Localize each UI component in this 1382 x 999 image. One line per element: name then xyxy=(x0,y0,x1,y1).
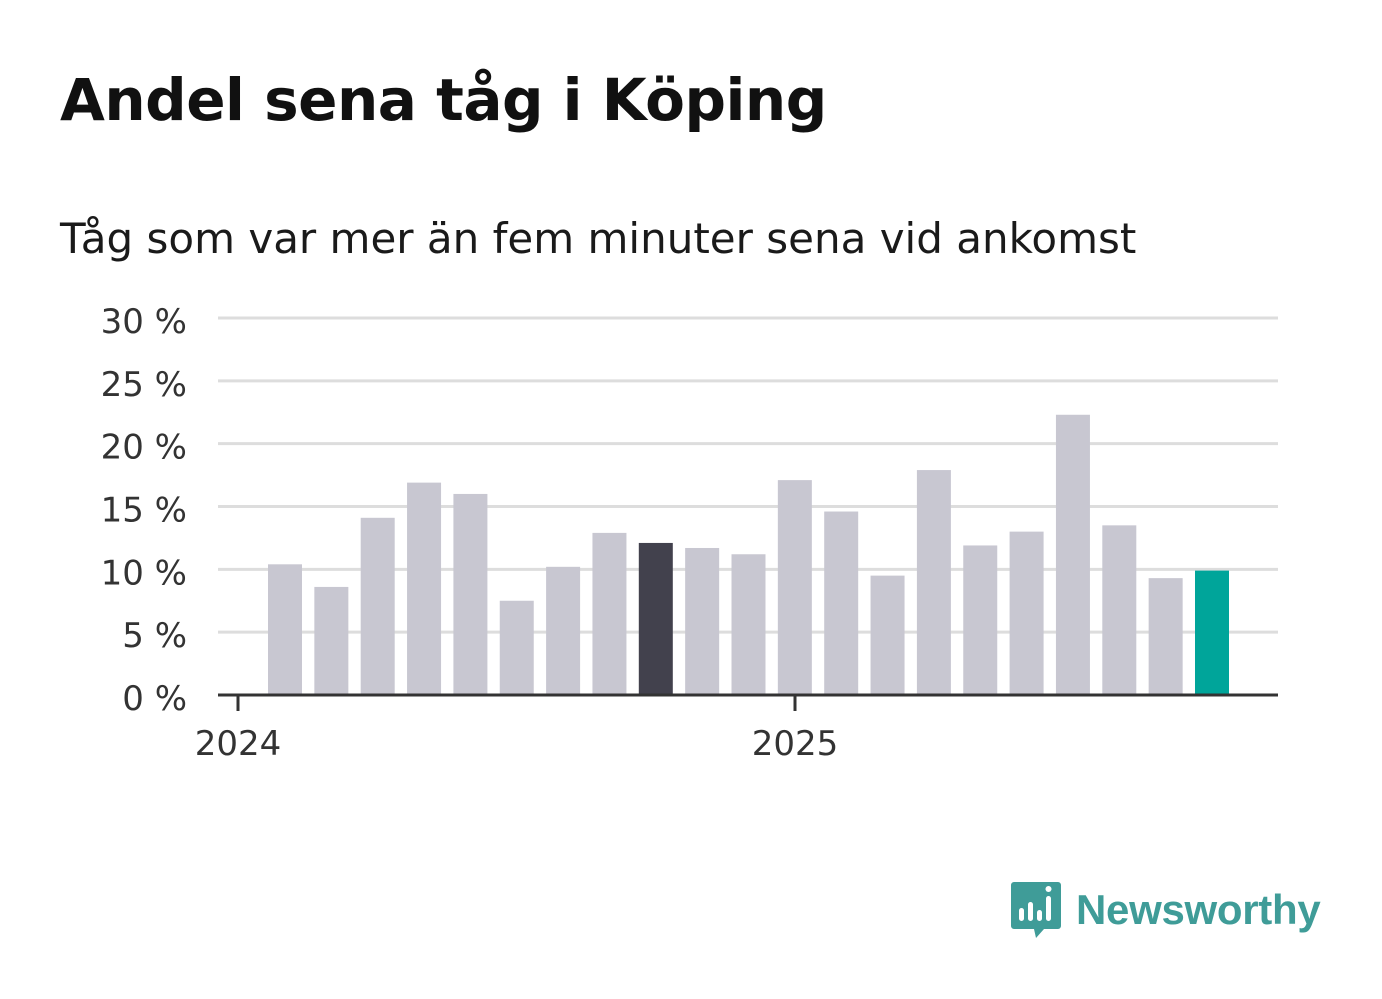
bar: 2025-02: 9.5 % xyxy=(870,575,905,695)
bar: 2025-06: 22.3 % xyxy=(1055,414,1090,695)
bar: 2024-06: 7.5 % xyxy=(499,600,534,695)
bar: 2024-08: 12.9 % xyxy=(592,532,627,695)
bar: 2024-02: 8.6 % xyxy=(314,586,349,695)
bar: 2024-11: 11.2 % xyxy=(731,554,766,695)
bar: 2025-04: 11.9 % xyxy=(963,545,998,695)
bar: 2025-09: 9.9 % xyxy=(1195,570,1229,695)
bar: 2024-03: 14.1 % xyxy=(360,517,395,695)
x-tick-label: 2024 xyxy=(195,724,282,764)
y-tick-label: 5 % xyxy=(122,616,187,656)
y-tick-label: 30 % xyxy=(101,302,187,342)
y-tick-label: 0 % xyxy=(122,679,187,719)
bar: 2024-04: 16.9 % xyxy=(407,482,442,695)
x-tick-label: 2025 xyxy=(752,724,839,764)
brand-logo: Newsworthy xyxy=(1010,880,1321,940)
bar: 2025-01: 14.6 % xyxy=(824,511,859,695)
bar: 2024-12: 17.1 % xyxy=(777,480,812,695)
bar: 2024-10: 11.7 % xyxy=(685,547,720,695)
bar: 2024-07: 10.2 % xyxy=(546,566,581,695)
bar: 2024-05: 16 % xyxy=(453,493,488,695)
y-tick-label: 20 % xyxy=(101,428,187,468)
y-tick-label: 25 % xyxy=(101,365,187,405)
y-tick-label: 10 % xyxy=(101,553,187,593)
newsworthy-icon xyxy=(1011,882,1061,938)
bar: 2025-03: 17.9 % xyxy=(916,470,951,695)
bar: 2025-08: 9.3 % xyxy=(1148,578,1183,695)
chart-title: Andel sena tåg i Köping xyxy=(60,66,827,134)
bar: 2025-05: 13 % xyxy=(1009,531,1044,695)
y-tick-label: 15 % xyxy=(101,491,187,531)
brand-name: Newsworthy xyxy=(1076,886,1321,933)
bar: 2025-07: 13.5 % xyxy=(1102,525,1137,695)
bar: 2024-09: 12.1 % xyxy=(638,542,673,695)
bar: 2024-01: 10.4 % xyxy=(268,564,302,695)
chart-subtitle: Tåg som var mer än fem minuter sena vid … xyxy=(60,214,1137,263)
